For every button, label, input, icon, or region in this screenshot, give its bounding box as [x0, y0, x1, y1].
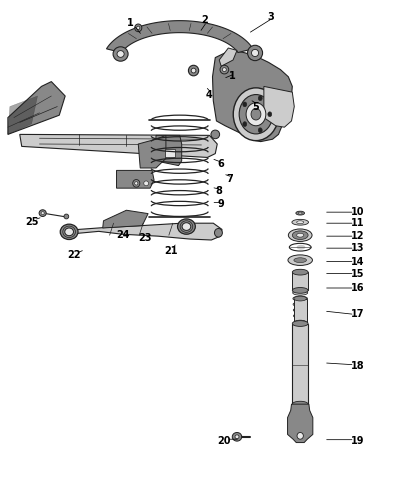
Ellipse shape	[222, 68, 226, 72]
Text: 25: 25	[26, 217, 39, 227]
Ellipse shape	[39, 210, 46, 216]
Text: 17: 17	[351, 310, 364, 319]
Text: 22: 22	[68, 251, 81, 260]
Text: 11: 11	[351, 218, 364, 228]
Polygon shape	[103, 210, 148, 228]
Ellipse shape	[292, 288, 308, 293]
Text: 3: 3	[267, 12, 274, 22]
Ellipse shape	[235, 435, 239, 439]
Polygon shape	[288, 404, 313, 443]
Ellipse shape	[293, 296, 307, 301]
Ellipse shape	[220, 65, 229, 74]
Ellipse shape	[292, 401, 308, 407]
Text: 2: 2	[201, 15, 208, 25]
Ellipse shape	[292, 219, 308, 225]
Ellipse shape	[294, 270, 306, 274]
Ellipse shape	[293, 302, 307, 307]
Text: 5: 5	[252, 102, 260, 111]
Ellipse shape	[248, 45, 263, 60]
Text: 8: 8	[216, 186, 223, 196]
Text: 15: 15	[351, 269, 364, 278]
Polygon shape	[213, 50, 292, 142]
Ellipse shape	[211, 130, 220, 139]
Ellipse shape	[294, 258, 307, 263]
Text: 1: 1	[229, 71, 236, 81]
Ellipse shape	[178, 219, 195, 234]
Ellipse shape	[297, 233, 304, 237]
Ellipse shape	[268, 112, 272, 117]
Polygon shape	[8, 96, 38, 134]
Ellipse shape	[288, 255, 312, 265]
Ellipse shape	[135, 182, 138, 185]
Bar	[294, 299, 307, 323]
Ellipse shape	[293, 290, 308, 295]
Text: 7: 7	[226, 174, 233, 183]
Ellipse shape	[252, 49, 259, 57]
Ellipse shape	[246, 103, 266, 126]
Ellipse shape	[144, 181, 149, 186]
Bar	[292, 272, 308, 290]
Ellipse shape	[65, 228, 73, 236]
Ellipse shape	[258, 96, 262, 101]
Text: 18: 18	[351, 361, 364, 371]
Text: 12: 12	[351, 231, 364, 241]
Polygon shape	[155, 135, 182, 166]
Ellipse shape	[297, 432, 303, 439]
Polygon shape	[8, 82, 65, 134]
Ellipse shape	[297, 221, 304, 224]
Ellipse shape	[232, 432, 242, 441]
Ellipse shape	[243, 122, 247, 127]
Polygon shape	[107, 21, 253, 52]
Ellipse shape	[233, 88, 279, 141]
Text: 1: 1	[127, 18, 134, 28]
Text: 21: 21	[164, 246, 177, 255]
Ellipse shape	[133, 180, 140, 187]
Polygon shape	[20, 134, 217, 157]
Ellipse shape	[214, 228, 222, 237]
Polygon shape	[138, 135, 166, 168]
Ellipse shape	[135, 24, 142, 32]
Ellipse shape	[182, 223, 191, 230]
Ellipse shape	[41, 212, 44, 215]
Polygon shape	[65, 223, 222, 240]
Ellipse shape	[251, 108, 261, 120]
Bar	[292, 324, 308, 404]
Ellipse shape	[293, 308, 307, 312]
Ellipse shape	[113, 47, 128, 61]
Text: 16: 16	[351, 283, 364, 293]
Ellipse shape	[297, 245, 305, 250]
Ellipse shape	[60, 224, 78, 240]
Ellipse shape	[117, 50, 124, 57]
Text: 24: 24	[117, 230, 130, 240]
Polygon shape	[165, 149, 175, 157]
Ellipse shape	[292, 269, 308, 275]
Text: 23: 23	[139, 233, 152, 242]
Ellipse shape	[294, 320, 307, 325]
Ellipse shape	[288, 229, 312, 241]
Ellipse shape	[292, 231, 308, 240]
Ellipse shape	[191, 68, 196, 73]
Text: 14: 14	[351, 257, 364, 266]
Ellipse shape	[64, 214, 69, 219]
Polygon shape	[219, 48, 237, 66]
Ellipse shape	[298, 212, 302, 214]
Ellipse shape	[258, 128, 262, 132]
Ellipse shape	[296, 211, 305, 215]
Text: 10: 10	[351, 207, 364, 217]
Text: 4: 4	[206, 90, 213, 100]
Polygon shape	[117, 170, 154, 188]
Polygon shape	[264, 86, 294, 127]
Text: 6: 6	[217, 159, 224, 169]
Ellipse shape	[243, 102, 247, 107]
Text: 20: 20	[218, 436, 231, 445]
Ellipse shape	[239, 95, 273, 134]
Ellipse shape	[188, 65, 199, 76]
Ellipse shape	[292, 321, 308, 326]
Text: 9: 9	[217, 199, 224, 209]
Ellipse shape	[293, 313, 307, 318]
Ellipse shape	[294, 296, 307, 301]
Text: 13: 13	[351, 243, 364, 253]
Text: 19: 19	[351, 436, 364, 445]
Ellipse shape	[137, 26, 140, 30]
